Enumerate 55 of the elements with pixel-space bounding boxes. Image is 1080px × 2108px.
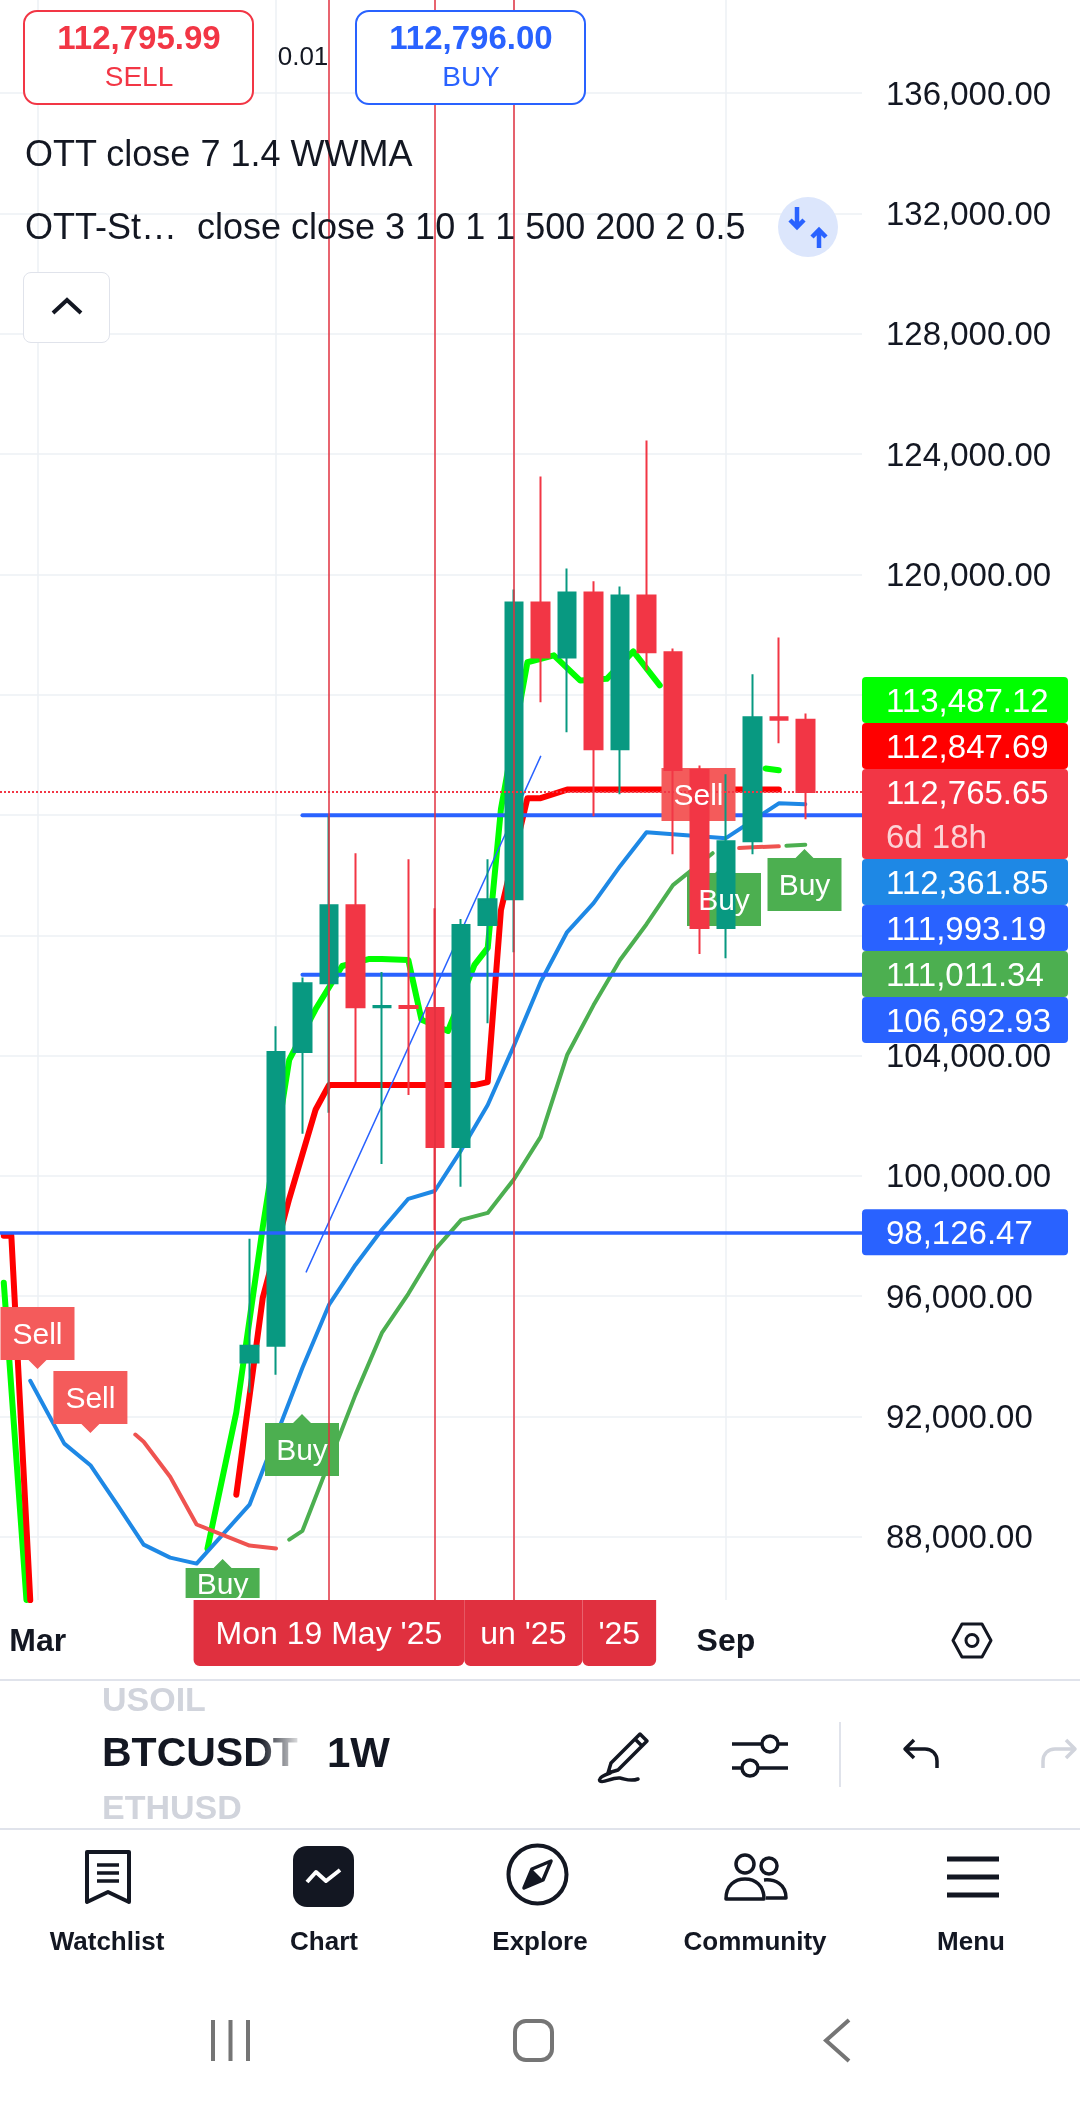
ref-line-label: Mon 19 May '25 xyxy=(215,1615,443,1651)
candlestick xyxy=(557,567,577,734)
y-tick-label: 104,000.00 xyxy=(886,1037,1052,1075)
annotation: Buy xyxy=(196,1566,249,1600)
annotation: Sell xyxy=(12,1317,63,1350)
candlestick xyxy=(742,673,763,856)
text: 111,011.34 xyxy=(886,955,1044,993)
text: 112,361.85 xyxy=(886,863,1049,901)
text: Menu xyxy=(937,1926,1005,1957)
annotation: 112,795.99 xyxy=(57,19,221,57)
ref-line-label: '25 xyxy=(598,1615,641,1651)
text: 111,993.19 xyxy=(886,909,1047,947)
candlestick xyxy=(769,636,789,745)
candlestick xyxy=(372,971,392,1165)
candlestick xyxy=(345,852,366,1084)
y-tick-label: 88,000.00 xyxy=(886,1518,1033,1556)
text: Chart xyxy=(290,1926,358,1957)
candlestick xyxy=(266,1025,286,1376)
candlestick xyxy=(398,858,419,1097)
candlestick xyxy=(530,475,551,704)
candlestick xyxy=(636,439,657,672)
annotation: Buy xyxy=(276,1433,328,1466)
y-tick-label: 136,000.00 xyxy=(886,74,1052,112)
legend-label: un '25 xyxy=(480,1615,567,1651)
text: 112,847.69 xyxy=(886,727,1049,765)
x-tick-label: Sep xyxy=(696,1622,756,1658)
candlestick xyxy=(292,976,313,1135)
annotation: BUY xyxy=(442,60,500,94)
annotation: Buy xyxy=(778,868,831,901)
text: 113,487.12 xyxy=(886,681,1049,719)
text: BTCUSDT xyxy=(102,1729,298,1777)
data-label: 106,692.93 xyxy=(886,1001,1052,1039)
y-tick-label: 92,000.00 xyxy=(886,1398,1033,1436)
annotation: Sell xyxy=(65,1381,116,1414)
x-tick-label: Mar xyxy=(9,1622,67,1658)
y-tick-label: 96,000.00 xyxy=(886,1277,1033,1315)
annotation: 0.01 xyxy=(277,41,329,72)
candlestick xyxy=(239,1237,260,1394)
ref-line-label: 98,126.47 xyxy=(886,1213,1033,1251)
ref-line-label: 112,765.65 6d 18h xyxy=(886,773,1049,855)
y-tick-label: 128,000.00 xyxy=(886,315,1052,353)
annotation: 112,796.00 xyxy=(389,19,553,57)
text: Community xyxy=(683,1926,827,1957)
candlestick xyxy=(451,918,471,1188)
y-tick-label: 100,000.00 xyxy=(886,1157,1052,1195)
annotation: SELL xyxy=(104,60,174,94)
y-tick-label: 124,000.00 xyxy=(886,435,1052,473)
text: Explore xyxy=(492,1926,588,1957)
y-tick-label: 120,000.00 xyxy=(886,555,1052,593)
candlestick xyxy=(477,858,498,1025)
candlestick xyxy=(610,585,630,796)
text: Watchlist xyxy=(49,1926,165,1957)
y-tick-label: 132,000.00 xyxy=(886,195,1052,233)
annotation: Sell xyxy=(673,778,724,811)
text: 1W xyxy=(327,1728,390,1778)
